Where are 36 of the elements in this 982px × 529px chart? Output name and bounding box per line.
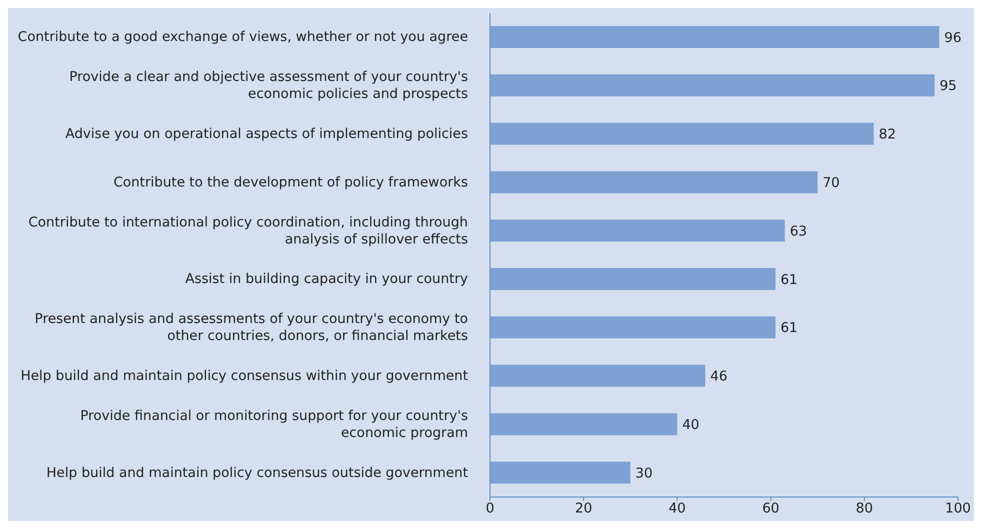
y-tick-label: Provide a clear and objective assessment of your country's economic policies and prospects <box>69 69 468 102</box>
x-tick-label: 20 <box>575 500 592 517</box>
bar <box>490 413 678 436</box>
y-tick-label: Contribute to a good exchange of views, whether or not you agree <box>18 29 468 46</box>
bar <box>490 220 785 242</box>
data-label: 95 <box>940 78 957 94</box>
bar <box>490 171 818 194</box>
data-label: 82 <box>878 126 896 143</box>
data-label: 63 <box>790 223 808 240</box>
data-label: 96 <box>944 30 962 46</box>
bar <box>490 74 935 96</box>
x-tick-label: 100 <box>945 500 971 517</box>
bar <box>490 122 874 145</box>
y-tick-label: Provide financial or monitoring support for your country's economic program <box>80 408 468 441</box>
y-tick-label: Help build and maintain policy consensus outside government <box>46 464 468 481</box>
data-label: 46 <box>710 368 728 385</box>
bar <box>490 364 706 387</box>
bar <box>490 26 940 48</box>
bar <box>490 268 776 290</box>
y-tick-label: Contribute to international policy coordination, including through analysis of spillover effects <box>28 214 468 248</box>
y-tick-label: Contribute to the development of policy frameworks <box>113 174 468 190</box>
data-label: 70 <box>822 174 840 191</box>
data-label: 30 <box>635 465 653 482</box>
x-tick-label: 0 <box>486 500 494 517</box>
data-label: 61 <box>780 320 798 336</box>
y-tick-label: Help build and maintain policy consensus within your government <box>20 368 468 384</box>
data-label: 61 <box>780 272 798 288</box>
bar <box>490 462 630 484</box>
x-tick-label: 60 <box>762 500 780 517</box>
x-tick-label: 80 <box>856 500 873 517</box>
y-tick-label: Advise you on operational aspects of implementing policies <box>65 126 468 142</box>
bar <box>490 316 776 338</box>
y-tick-label: Present analysis and assessments of your country's economy to other countries, donors, or financial markets <box>34 311 468 344</box>
data-label: 40 <box>682 416 700 433</box>
y-tick-label: Assist in building capacity in your country <box>185 271 468 288</box>
x-tick-label: 40 <box>668 500 686 517</box>
